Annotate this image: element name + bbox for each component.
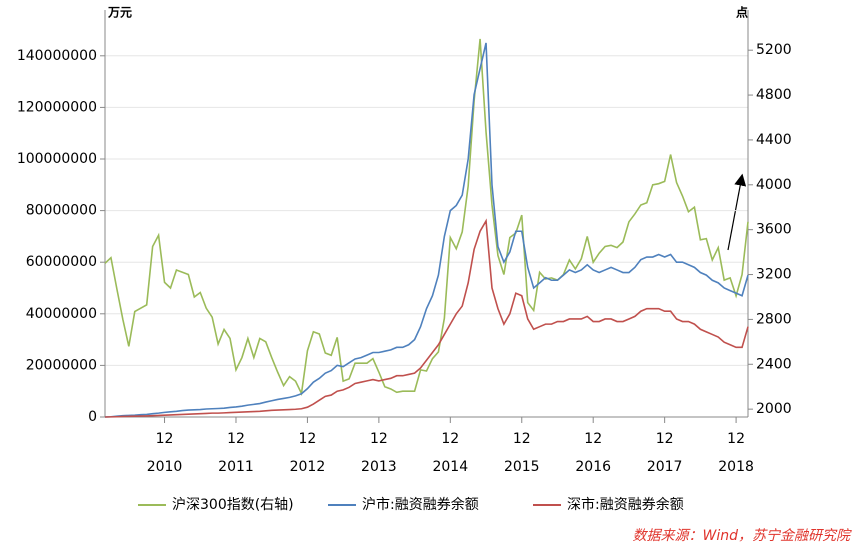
- y-tick-label: 60000000: [26, 254, 97, 270]
- y2-tick-label: 2000: [756, 401, 792, 417]
- x-tick-label: 12: [156, 431, 174, 447]
- x-tick-label: 12: [227, 431, 245, 447]
- x-year-label: 2017: [647, 459, 683, 475]
- series-line: [104, 42, 749, 418]
- x-tick-label: 12: [513, 431, 531, 447]
- y2-tick-label: 2400: [756, 356, 792, 372]
- x-tick-label: 12: [299, 431, 317, 447]
- x-year-label: 2018: [718, 459, 754, 475]
- x-year-label: 2013: [361, 459, 397, 475]
- x-year-label: 2010: [147, 459, 183, 475]
- x-tick-label: 12: [370, 431, 388, 447]
- x-year-label: 2016: [575, 459, 611, 475]
- x-year-label: 2015: [504, 459, 540, 475]
- x-year-label: 2011: [218, 459, 254, 475]
- legend-label: 沪深300指数(右轴): [172, 497, 294, 513]
- y2-tick-label: 5200: [756, 42, 792, 58]
- trend-arrow: [727, 173, 747, 251]
- y2-tick-label: 4000: [756, 177, 792, 193]
- y2-unit: 点: [736, 5, 748, 20]
- legend-label: 沪市:融资融券余额: [362, 496, 479, 513]
- series-line: [104, 218, 749, 418]
- y-tick-label: 20000000: [26, 357, 97, 373]
- y2-tick-label: 3200: [756, 267, 792, 283]
- x-year-label: 2012: [290, 459, 326, 475]
- y-tick-label: 80000000: [26, 203, 97, 219]
- y-tick-label: 40000000: [26, 306, 97, 322]
- x-tick-label: 12: [656, 431, 674, 447]
- y-tick-label: 100000000: [17, 151, 97, 167]
- y2-tick-label: 3600: [756, 222, 792, 238]
- y2-tick-label: 4400: [756, 132, 792, 148]
- y-unit: 万元: [107, 6, 132, 20]
- source-note: 数据来源：Wind，苏宁金融研究院: [633, 528, 852, 544]
- y2-tick-label: 4800: [756, 87, 792, 103]
- x-year-label: 2014: [432, 459, 468, 475]
- y-tick-label: 0: [88, 409, 97, 425]
- legend-label: 深市:融资融券余额: [567, 496, 684, 513]
- y2-tick-label: 2800: [756, 311, 792, 327]
- series-line: [104, 38, 749, 397]
- y-tick-label: 140000000: [17, 48, 97, 64]
- y-tick-label: 120000000: [17, 99, 97, 115]
- x-tick-label: 12: [727, 431, 745, 447]
- x-tick-label: 12: [584, 431, 602, 447]
- x-tick-label: 12: [441, 431, 459, 447]
